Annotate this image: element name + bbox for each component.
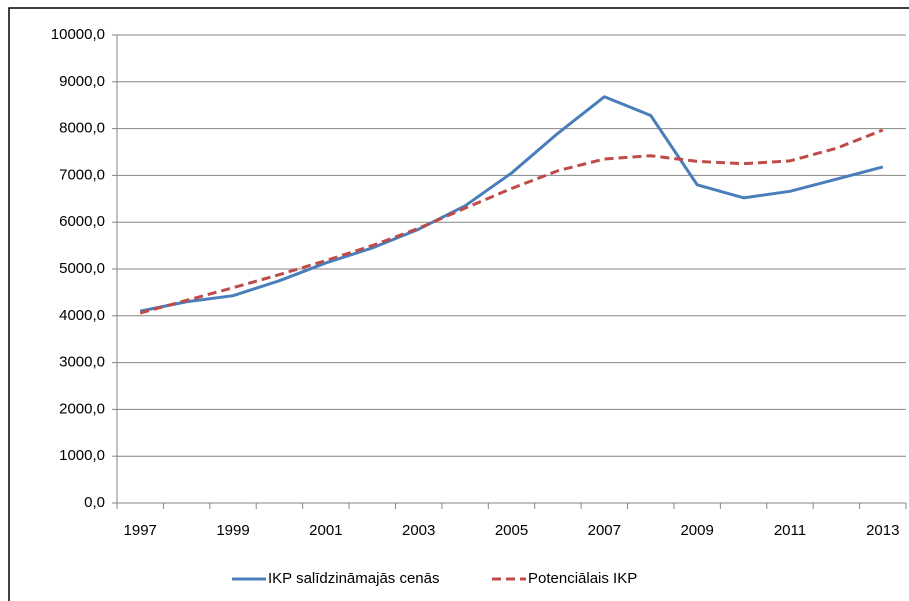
y-tick-label: 0,0 (84, 494, 105, 511)
x-tick-label: 2005 (495, 522, 528, 539)
y-tick-label: 4000,0 (59, 307, 105, 324)
x-tick-label: 1997 (124, 522, 157, 539)
y-tick-label: 10000,0 (51, 26, 105, 43)
x-tick-label: 2003 (402, 522, 435, 539)
y-tick-label: 3000,0 (59, 354, 105, 371)
y-tick-label: 7000,0 (59, 166, 105, 183)
legend-label: Potenciālais IKP (528, 570, 637, 587)
series-line (139, 95, 884, 313)
chart-frame (8, 7, 909, 601)
x-tick-label: 1999 (216, 522, 249, 539)
x-tick-label: 2001 (309, 522, 342, 539)
x-tick-label: 2007 (588, 522, 621, 539)
x-tick-label: 2011 (774, 522, 806, 539)
y-tick-label: 2000,0 (59, 400, 105, 417)
y-tick-label: 1000,0 (59, 447, 105, 464)
y-tick-label: 8000,0 (59, 120, 105, 137)
x-tick-label: 2013 (866, 522, 899, 539)
y-tick-label: 6000,0 (59, 213, 105, 230)
legend-label: IKP salīdzināmajās cenās (268, 570, 439, 587)
y-tick-label: 9000,0 (59, 73, 105, 90)
x-tick-label: 2009 (680, 522, 713, 539)
series-line (139, 128, 884, 315)
y-tick-label: 5000,0 (59, 260, 105, 277)
